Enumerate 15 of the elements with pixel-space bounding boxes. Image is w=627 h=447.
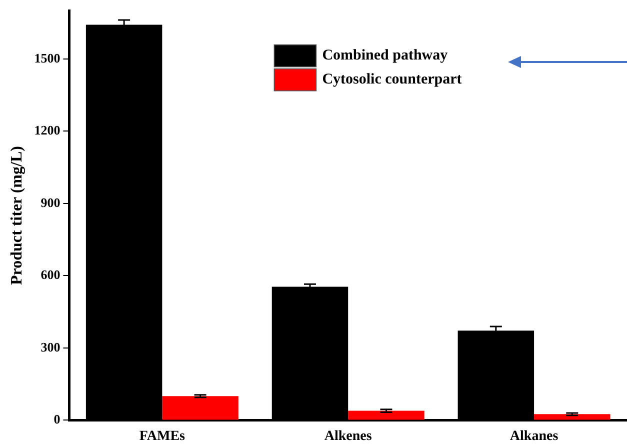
legend-label: Cytosolic counterpart [322, 72, 462, 88]
x-tick-label: Alkanes [510, 429, 559, 444]
x-tick-label: FAMEs [139, 429, 186, 444]
y-tick-label: 600 [40, 267, 60, 282]
y-tick-label: 300 [40, 339, 60, 354]
y-tick-label: 0 [54, 412, 60, 427]
y-axis-title: Product titer (mg/L) [8, 146, 26, 285]
bar [534, 414, 610, 420]
bar [162, 396, 238, 420]
y-tick-label: 1200 [34, 122, 60, 138]
y-tick-label: 1500 [34, 50, 60, 66]
x-tick-label: Alkenes [324, 429, 372, 444]
y-tick-label: 900 [40, 194, 60, 210]
bar [348, 410, 424, 420]
legend-label: Combined pathway [322, 48, 448, 64]
